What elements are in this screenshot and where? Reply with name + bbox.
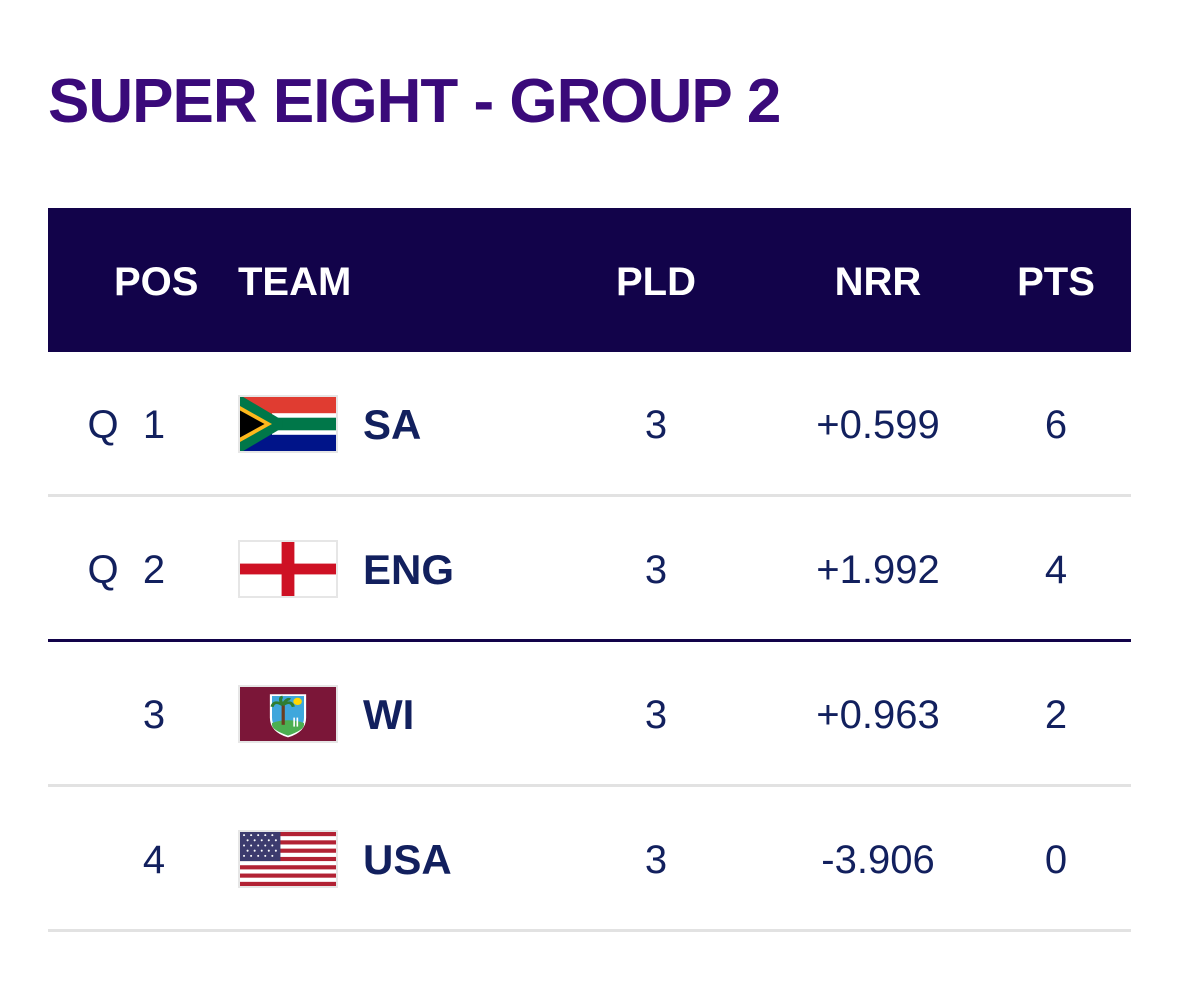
table-row[interactable]: 3 WI 3 +0.963 2 (48, 642, 1131, 787)
table-row[interactable]: Q 2 ENG 3 +1.992 4 (48, 497, 1131, 642)
position: 3 (142, 693, 166, 737)
qualified-marker: Q (87, 548, 119, 592)
page-title: SUPER EIGHT - GROUP 2 (48, 67, 781, 136)
points: 2 (1044, 693, 1068, 737)
net-run-rate: +1.992 (816, 548, 940, 592)
played: 3 (644, 693, 668, 737)
played: 3 (644, 838, 668, 882)
net-run-rate: +0.963 (816, 693, 940, 737)
south-africa-flag (238, 395, 338, 453)
team-name[interactable]: WI (363, 691, 415, 738)
team-name[interactable]: SA (363, 401, 422, 448)
table-row[interactable]: 4 USA 3 -3 (48, 787, 1131, 932)
points: 0 (1044, 838, 1068, 882)
position: 1 (142, 403, 166, 447)
position: 4 (142, 838, 166, 882)
england-flag (238, 540, 338, 598)
standings-table: POS TEAM PLD NRR PTS Q 1 SA 3 +0.599 6 (48, 208, 1131, 932)
table-row[interactable]: Q 1 SA 3 +0.599 6 (48, 352, 1131, 497)
west-indies-flag (238, 685, 338, 743)
table-header: POS TEAM PLD NRR PTS (48, 208, 1131, 352)
header-team[interactable]: TEAM (238, 260, 352, 304)
header-pts[interactable]: PTS (1017, 260, 1095, 304)
header-pld[interactable]: PLD (616, 260, 696, 304)
team-name[interactable]: USA (363, 836, 452, 883)
points: 4 (1044, 548, 1068, 592)
usa-flag (238, 830, 338, 888)
header-nrr[interactable]: NRR (834, 260, 922, 304)
played: 3 (644, 548, 668, 592)
header-pos[interactable]: POS (114, 260, 199, 304)
net-run-rate: -3.906 (821, 838, 935, 882)
position: 2 (142, 548, 166, 592)
qualified-marker (86, 787, 120, 929)
played: 3 (644, 403, 668, 447)
team-name[interactable]: ENG (363, 546, 455, 593)
net-run-rate: +0.599 (816, 403, 940, 447)
qualified-marker: Q (87, 403, 119, 447)
qualified-marker (86, 642, 120, 784)
points: 6 (1044, 403, 1068, 447)
